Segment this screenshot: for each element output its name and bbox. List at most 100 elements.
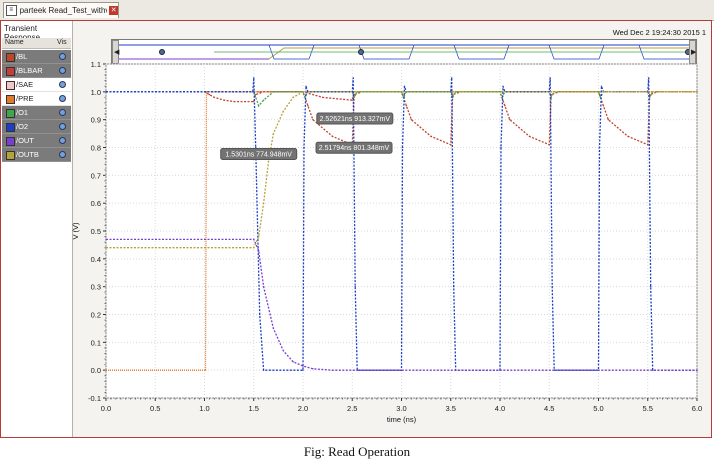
data-point bbox=[696, 91, 698, 93]
chevron-left-icon: ◀ bbox=[114, 49, 120, 56]
data-point bbox=[410, 118, 413, 121]
eye-icon[interactable] bbox=[59, 137, 66, 144]
transient-chart[interactable]: -0.10.00.10.20.30.40.50.60.70.80.91.01.1… bbox=[0, 0, 714, 440]
data-point bbox=[401, 146, 404, 149]
x-tick-label: 0.0 bbox=[101, 404, 111, 413]
data-point bbox=[450, 144, 452, 146]
signal-color-swatch bbox=[6, 109, 15, 118]
data-point bbox=[272, 91, 275, 93]
y-tick-label: 0.1 bbox=[91, 338, 101, 347]
series-line-o1 bbox=[106, 91, 697, 108]
x-tick-label: 4.5 bbox=[544, 404, 554, 413]
y-tick-label: 0.5 bbox=[91, 227, 101, 236]
overview-strip[interactable]: ◀ ▶ bbox=[111, 39, 697, 65]
data-point bbox=[302, 365, 304, 367]
marker-label: 1.5301ns 774.948mV bbox=[225, 151, 292, 158]
eye-icon[interactable] bbox=[59, 109, 66, 116]
data-point bbox=[253, 247, 255, 249]
data-point bbox=[257, 235, 260, 238]
data-point bbox=[305, 85, 307, 87]
signal-row[interactable]: /BL bbox=[2, 50, 71, 64]
signal-color-swatch bbox=[6, 123, 15, 132]
data-point bbox=[272, 327, 275, 330]
signal-row[interactable]: /O2 bbox=[2, 120, 71, 134]
signal-row[interactable]: /O1 bbox=[2, 106, 71, 120]
x-tick-label: 5.0 bbox=[593, 404, 603, 413]
signal-name: /BL bbox=[16, 52, 28, 61]
data-point bbox=[648, 77, 650, 79]
marker-label-box bbox=[315, 141, 393, 154]
data-point bbox=[105, 247, 107, 249]
data-point bbox=[204, 369, 207, 371]
overview-handle-left[interactable] bbox=[159, 49, 165, 55]
data-point bbox=[405, 105, 408, 107]
data-point bbox=[696, 369, 698, 371]
signal-name: /BLBAR bbox=[16, 66, 43, 75]
data-point bbox=[331, 369, 334, 371]
data-point bbox=[549, 77, 551, 79]
signal-row[interactable]: /BLBAR bbox=[2, 64, 71, 78]
panel-title: Transient Response bbox=[4, 24, 40, 42]
y-tick-label: 0.8 bbox=[91, 144, 101, 153]
data-point bbox=[252, 91, 254, 93]
data-point bbox=[354, 285, 356, 288]
eye-icon[interactable] bbox=[59, 95, 66, 102]
y-tick-label: 0.6 bbox=[91, 199, 101, 208]
signal-row[interactable]: /SAE bbox=[2, 78, 71, 92]
eye-icon[interactable] bbox=[59, 67, 66, 74]
data-point bbox=[255, 146, 257, 149]
document-icon: ≡ bbox=[6, 5, 17, 16]
data-point bbox=[105, 91, 107, 93]
signal-color-swatch bbox=[6, 67, 15, 76]
y-axis-label: V (V) bbox=[71, 222, 80, 240]
eye-icon[interactable] bbox=[59, 53, 66, 60]
eye-icon[interactable] bbox=[59, 151, 66, 158]
close-icon[interactable]: ✕ bbox=[109, 6, 118, 15]
signal-panel: Transient Response Name Vis /BL/BLBAR/SA… bbox=[1, 21, 73, 437]
signal-row[interactable]: /PRE bbox=[2, 92, 71, 106]
signal-row[interactable]: /OUTB bbox=[2, 148, 71, 162]
data-point bbox=[650, 285, 652, 288]
data-point bbox=[600, 85, 603, 87]
marker-label: 2.51794ns 801.348mV bbox=[319, 145, 390, 152]
signal-row[interactable]: /OUT bbox=[2, 134, 71, 148]
data-point bbox=[282, 349, 284, 352]
data-point bbox=[257, 249, 260, 252]
data-point bbox=[528, 135, 531, 138]
data-point bbox=[253, 238, 255, 241]
data-point bbox=[272, 132, 275, 135]
y-tick-label: 1.0 bbox=[91, 88, 101, 97]
data-point bbox=[302, 91, 304, 93]
x-tick-label: 0.5 bbox=[150, 404, 160, 413]
data-point bbox=[304, 96, 306, 99]
data-point bbox=[353, 96, 355, 99]
signal-name: /O1 bbox=[16, 108, 29, 117]
data-point bbox=[322, 96, 324, 99]
overview-handle-mid[interactable] bbox=[358, 49, 364, 55]
y-tick-label: 0.9 bbox=[91, 116, 101, 125]
y-tick-label: 0.4 bbox=[91, 255, 101, 264]
x-tick-label: 2.5 bbox=[347, 404, 357, 413]
data-point bbox=[233, 100, 235, 103]
y-tick-label: 1.1 bbox=[91, 60, 101, 69]
signal-name: /OUT bbox=[16, 136, 34, 145]
data-point bbox=[105, 369, 107, 371]
data-point bbox=[282, 110, 284, 113]
y-tick-label: -0.1 bbox=[88, 394, 101, 403]
eye-icon[interactable] bbox=[59, 81, 66, 88]
data-point bbox=[312, 368, 314, 370]
data-point bbox=[262, 285, 265, 288]
overview-preview bbox=[119, 44, 689, 60]
x-tick-label: 3.0 bbox=[396, 404, 406, 413]
data-point bbox=[303, 146, 305, 149]
data-point bbox=[223, 99, 225, 101]
x-tick-label: 4.0 bbox=[495, 404, 505, 413]
data-point bbox=[253, 100, 255, 103]
x-tick-label: 3.5 bbox=[446, 404, 456, 413]
data-point bbox=[258, 313, 261, 316]
tab-read-test[interactable]: ≡ parteek Read_Test_withvariP... ✕ bbox=[3, 2, 119, 18]
data-point bbox=[504, 105, 506, 107]
eye-icon[interactable] bbox=[59, 123, 66, 130]
series-line-pre bbox=[106, 91, 697, 371]
data-point bbox=[607, 118, 610, 121]
